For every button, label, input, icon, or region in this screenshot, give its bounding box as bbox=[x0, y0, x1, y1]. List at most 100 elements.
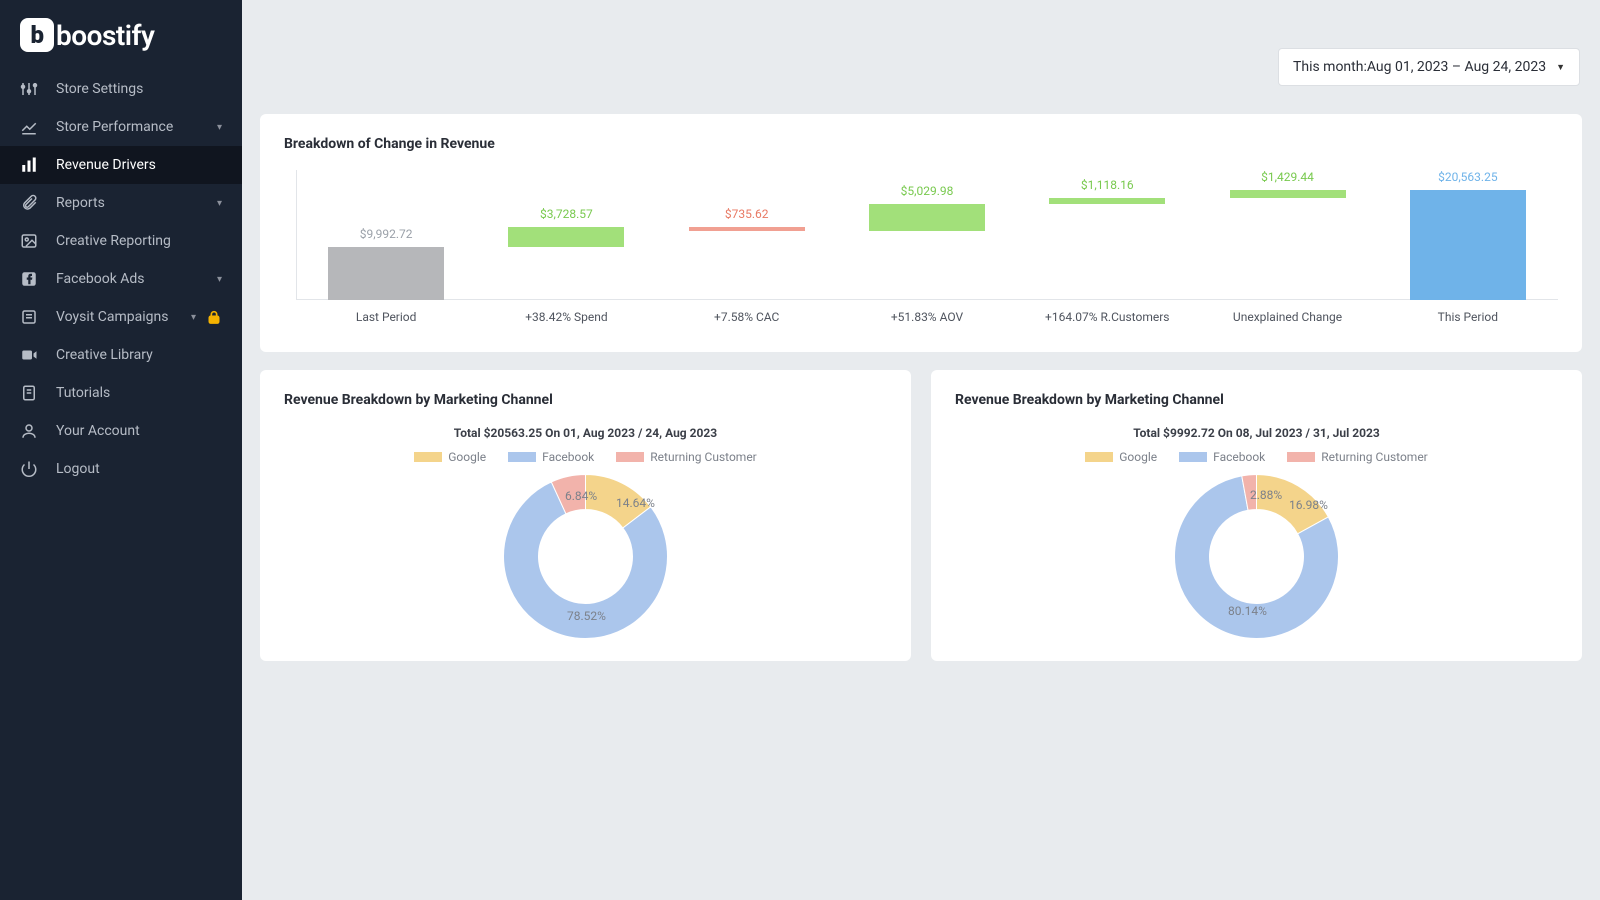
donut-card-left: Revenue Breakdown by Marketing Channel T… bbox=[260, 370, 911, 661]
waterfall-value: $9,992.72 bbox=[360, 227, 413, 241]
lock-icon bbox=[206, 309, 222, 325]
legend-swatch bbox=[616, 452, 644, 462]
waterfall-value: $1,118.16 bbox=[1081, 178, 1134, 192]
sidebar-item-label: Logout bbox=[56, 461, 100, 477]
sidebar-item-creative-library[interactable]: Creative Library bbox=[0, 336, 242, 374]
user-icon bbox=[20, 422, 38, 440]
page-icon bbox=[20, 384, 38, 402]
legend-label: Returning Customer bbox=[650, 450, 756, 464]
legend-swatch bbox=[1179, 452, 1207, 462]
sidebar-item-store-performance[interactable]: Store Performance▾ bbox=[0, 108, 242, 146]
donut-left-subtitle: Total $20563.25 On 01, Aug 2023 / 24, Au… bbox=[284, 426, 887, 440]
chevron-down-icon: ▾ bbox=[217, 198, 222, 209]
donut-right-subtitle: Total $9992.72 On 08, Jul 2023 / 31, Jul… bbox=[955, 426, 1558, 440]
legend-swatch bbox=[508, 452, 536, 462]
waterfall-column: $9,992.72Last Period bbox=[296, 170, 476, 330]
sidebar-item-your-account[interactable]: Your Account bbox=[0, 412, 242, 450]
donut-right-title: Revenue Breakdown by Marketing Channel bbox=[955, 392, 1558, 408]
waterfall-label: Unexplained Change bbox=[1197, 310, 1377, 324]
legend-item[interactable]: Facebook bbox=[508, 450, 594, 464]
sliders-icon bbox=[20, 80, 38, 98]
donut-row: Revenue Breakdown by Marketing Channel T… bbox=[260, 370, 1582, 661]
waterfall-card: Breakdown of Change in Revenue $9,992.72… bbox=[260, 114, 1582, 352]
bar-chart-icon bbox=[20, 156, 38, 174]
donut-slice-label: 14.64% bbox=[616, 496, 655, 510]
legend-item[interactable]: Google bbox=[414, 450, 486, 464]
donut-slice-label: 80.14% bbox=[1228, 604, 1267, 618]
waterfall-column: $20,563.25 This Period bbox=[1378, 170, 1558, 330]
donut-slice-label: 16.98% bbox=[1289, 498, 1328, 512]
donut-legend-right: Google Facebook Returning Customer bbox=[955, 450, 1558, 464]
legend-item[interactable]: Facebook bbox=[1179, 450, 1265, 464]
waterfall-bar bbox=[1410, 190, 1526, 300]
sidebar-item-label: Tutorials bbox=[56, 385, 110, 401]
chevron-down-icon: ▾ bbox=[217, 122, 222, 133]
sidebar-item-label: Store Settings bbox=[56, 81, 143, 97]
waterfall-bar bbox=[869, 204, 985, 231]
sidebar-item-tutorials[interactable]: Tutorials bbox=[0, 374, 242, 412]
sidebar-item-label: Creative Reporting bbox=[56, 233, 171, 249]
donut-legend-left: Google Facebook Returning Customer bbox=[284, 450, 887, 464]
sidebar: bboostify Store Settings Store Performanc… bbox=[0, 0, 242, 900]
chevron-down-icon: ▼ bbox=[1556, 62, 1565, 73]
legend-label: Google bbox=[1119, 450, 1157, 464]
sidebar-item-label: Creative Library bbox=[56, 347, 153, 363]
waterfall-value: $735.62 bbox=[725, 207, 769, 221]
donut-chart-left: 14.64% 78.52% 6.84% bbox=[503, 474, 668, 639]
legend-item[interactable]: Returning Customer bbox=[616, 450, 756, 464]
waterfall-chart: $9,992.72Last Period $3,728.57 +38.42% Spe… bbox=[296, 170, 1558, 330]
sidebar-item-revenue-drivers[interactable]: Revenue Drivers bbox=[0, 146, 242, 184]
donut-slice-label: 2.88% bbox=[1250, 488, 1282, 502]
legend-label: Returning Customer bbox=[1321, 450, 1427, 464]
logo[interactable]: bboostify bbox=[0, 0, 242, 70]
donut-left-title: Revenue Breakdown by Marketing Channel bbox=[284, 392, 887, 408]
sidebar-item-creative-reporting[interactable]: Creative Reporting bbox=[0, 222, 242, 260]
sidebar-item-reports[interactable]: Reports ▾ bbox=[0, 184, 242, 222]
chevron-down-icon: ▾ bbox=[191, 312, 196, 323]
waterfall-value: $3,728.57 bbox=[540, 207, 593, 221]
sidebar-item-store-settings[interactable]: Store Settings bbox=[0, 70, 242, 108]
legend-label: Facebook bbox=[1213, 450, 1265, 464]
legend-label: Google bbox=[448, 450, 486, 464]
waterfall-label: This Period bbox=[1378, 310, 1558, 324]
waterfall-column: $1,429.44 Unexplained Change bbox=[1197, 170, 1377, 330]
waterfall-label: +51.83% AOV bbox=[837, 310, 1017, 324]
power-icon bbox=[20, 460, 38, 478]
date-range-text: Aug 01, 2023 – Aug 24, 2023 bbox=[1367, 59, 1546, 75]
facebook-icon bbox=[20, 270, 38, 288]
waterfall-label: +38.42% Spend bbox=[476, 310, 656, 324]
sidebar-item-label: Your Account bbox=[56, 423, 140, 439]
waterfall-column: $1,118.16+164.07% R.Customers bbox=[1017, 170, 1197, 330]
waterfall-bar bbox=[1049, 198, 1165, 204]
sidebar-item-label: Voysit Campaigns bbox=[56, 309, 169, 325]
paperclip-icon bbox=[20, 194, 38, 212]
date-range-picker[interactable]: This month: Aug 01, 2023 – Aug 24, 2023 … bbox=[1278, 48, 1580, 86]
chevron-down-icon: ▾ bbox=[217, 274, 222, 285]
donut-slice-label: 6.84% bbox=[565, 489, 597, 503]
donut-slice-label: 78.52% bbox=[567, 609, 606, 623]
waterfall-value: $20,563.25 bbox=[1438, 170, 1497, 184]
legend-item[interactable]: Returning Customer bbox=[1287, 450, 1427, 464]
donut-card-right: Revenue Breakdown by Marketing Channel T… bbox=[931, 370, 1582, 661]
date-range-prefix: This month: bbox=[1293, 59, 1367, 75]
waterfall-bar bbox=[328, 247, 444, 300]
donut-chart-right: 16.98% 80.14% 2.88% bbox=[1174, 474, 1339, 639]
legend-swatch bbox=[414, 452, 442, 462]
waterfall-label: +7.58% CAC bbox=[657, 310, 837, 324]
sidebar-item-facebook-ads[interactable]: Facebook Ads ▾ bbox=[0, 260, 242, 298]
waterfall-value: $1,429.44 bbox=[1261, 170, 1314, 184]
sidebar-item-logout[interactable]: Logout bbox=[0, 450, 242, 488]
line-chart-icon bbox=[20, 118, 38, 136]
sidebar-item-voysit-campaigns[interactable]: Voysit Campaigns ▾ bbox=[0, 298, 242, 336]
legend-swatch bbox=[1085, 452, 1113, 462]
voysit-icon bbox=[20, 308, 38, 326]
legend-item[interactable]: Google bbox=[1085, 450, 1157, 464]
sidebar-item-label: Facebook Ads bbox=[56, 271, 145, 287]
nav-menu: Store Settings Store Performance▾Revenue … bbox=[0, 70, 242, 900]
brand-name: bboostify bbox=[20, 18, 154, 52]
waterfall-value: $5,029.98 bbox=[901, 184, 954, 198]
waterfall-bar bbox=[1230, 190, 1346, 198]
sidebar-item-label: Reports bbox=[56, 195, 105, 211]
waterfall-column: $735.62 +7.58% CAC bbox=[657, 170, 837, 330]
waterfall-bar bbox=[689, 227, 805, 231]
